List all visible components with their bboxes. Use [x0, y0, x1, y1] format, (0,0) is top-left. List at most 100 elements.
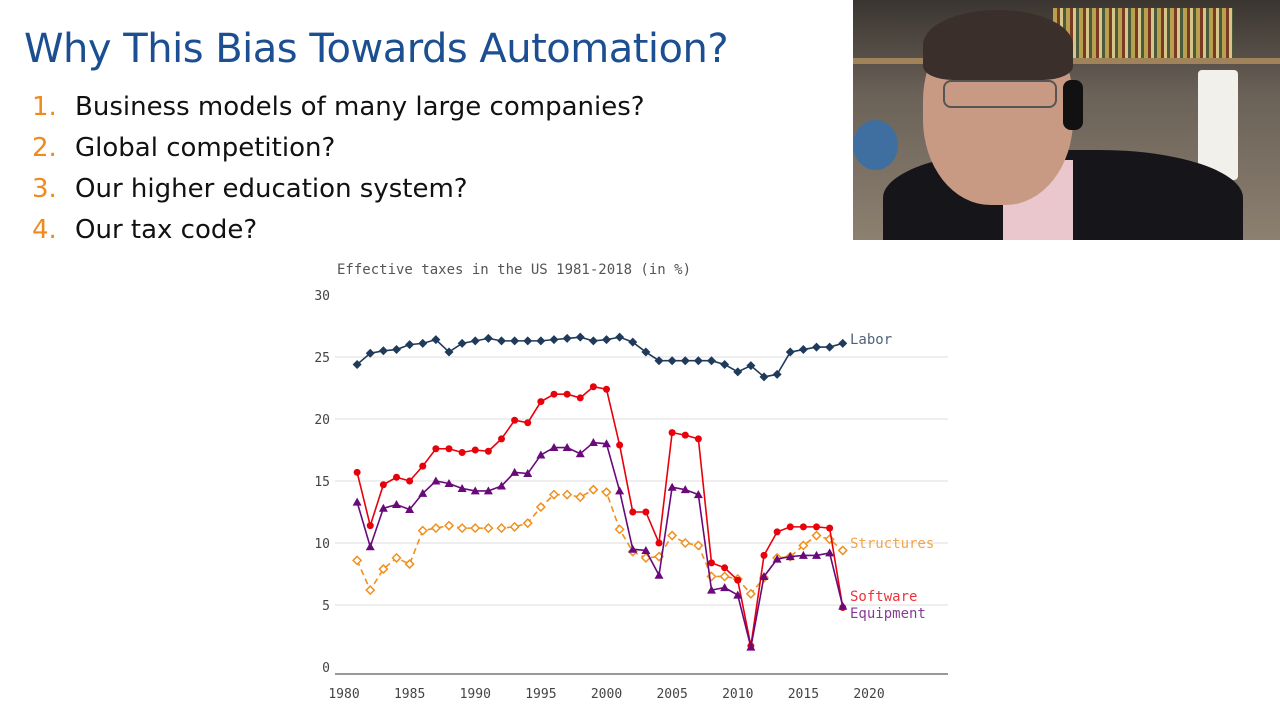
presenter-hair	[923, 10, 1073, 80]
data-point	[419, 462, 427, 470]
data-point	[733, 590, 743, 599]
data-point	[497, 481, 506, 490]
data-point	[536, 336, 546, 346]
data-point	[628, 544, 638, 553]
data-point	[616, 441, 624, 449]
data-point	[576, 394, 584, 402]
data-point	[838, 338, 848, 348]
series-software	[353, 383, 847, 650]
data-point	[746, 642, 756, 651]
data-point	[614, 524, 625, 535]
data-point	[510, 467, 520, 476]
data-point	[798, 540, 809, 551]
data-point	[826, 524, 834, 532]
data-point	[458, 448, 466, 456]
chart-title: Effective taxes in the US 1981-2018 (in …	[337, 262, 691, 278]
data-point	[497, 336, 506, 346]
item-number: 2.	[32, 132, 57, 163]
list-item: 4. Our tax code?	[32, 209, 645, 250]
data-point	[575, 332, 585, 342]
x-tick-label: 1995	[525, 687, 556, 702]
data-point	[785, 347, 795, 357]
data-point	[680, 537, 691, 549]
data-point	[523, 336, 533, 346]
data-point	[445, 445, 453, 453]
data-point	[352, 497, 362, 506]
books	[1053, 8, 1233, 58]
series-label-structures: Structures	[850, 536, 934, 552]
data-point	[405, 505, 415, 514]
item-number: 4.	[32, 214, 57, 245]
data-point	[405, 340, 415, 350]
data-point	[523, 469, 533, 478]
data-point	[798, 345, 808, 355]
tax-chart: Effective taxes in the US 1981-2018 (in …	[314, 262, 948, 702]
data-point	[457, 523, 468, 534]
data-point	[785, 552, 795, 561]
x-tick-label: 2015	[788, 687, 819, 702]
globe	[853, 120, 898, 170]
x-tick-label: 2005	[656, 687, 687, 702]
data-point	[602, 439, 611, 448]
data-point	[483, 486, 493, 495]
data-point	[588, 484, 599, 495]
data-point	[535, 501, 546, 513]
data-point	[393, 473, 400, 481]
data-point	[825, 342, 835, 352]
data-point	[772, 554, 782, 563]
data-point	[431, 476, 441, 485]
data-point	[444, 347, 454, 357]
item-text: Our tax code?	[75, 214, 258, 245]
data-point	[642, 508, 650, 516]
data-point	[772, 369, 782, 379]
data-point	[615, 486, 625, 495]
data-point	[457, 483, 467, 492]
data-point	[550, 390, 558, 398]
y-tick-label: 10	[314, 537, 330, 552]
data-point	[549, 443, 559, 452]
data-point	[379, 481, 387, 489]
data-point	[812, 342, 821, 352]
data-point	[693, 540, 704, 551]
data-point	[510, 336, 520, 346]
data-point	[537, 398, 545, 406]
x-tick-label: 1990	[460, 687, 491, 702]
data-point	[588, 336, 598, 346]
data-point	[837, 545, 848, 556]
list-item: 2. Global competition?	[32, 127, 645, 168]
data-point	[392, 345, 401, 355]
item-text: Global competition?	[75, 132, 336, 163]
data-point	[799, 523, 807, 531]
data-point	[759, 372, 769, 382]
data-point	[522, 518, 533, 529]
data-point	[365, 542, 375, 551]
x-tick-label: 2020	[853, 687, 884, 702]
data-point	[680, 356, 690, 366]
list-item: 3. Our higher education system?	[32, 168, 645, 209]
data-point	[498, 435, 505, 443]
data-point	[641, 347, 651, 357]
item-text: Business models of many large companies?	[75, 91, 645, 122]
data-point	[588, 438, 598, 447]
data-point	[654, 570, 664, 579]
data-point	[483, 333, 493, 343]
data-point	[365, 348, 375, 358]
webcam-video	[853, 0, 1280, 240]
data-point	[365, 585, 376, 596]
data-point	[470, 336, 480, 346]
data-point	[655, 539, 663, 547]
data-point	[719, 571, 730, 582]
x-tick-label: 1980	[328, 687, 359, 702]
data-point	[693, 490, 703, 499]
data-point	[654, 356, 664, 366]
data-point	[431, 335, 441, 345]
data-point	[575, 449, 585, 458]
item-number: 3.	[32, 173, 57, 204]
data-point	[562, 333, 572, 343]
data-point	[733, 367, 743, 377]
x-tick-label: 1985	[394, 687, 425, 702]
series-label-equipment: Equipment	[850, 606, 926, 622]
data-point	[511, 416, 519, 424]
data-point	[483, 523, 494, 534]
data-point	[798, 550, 808, 559]
